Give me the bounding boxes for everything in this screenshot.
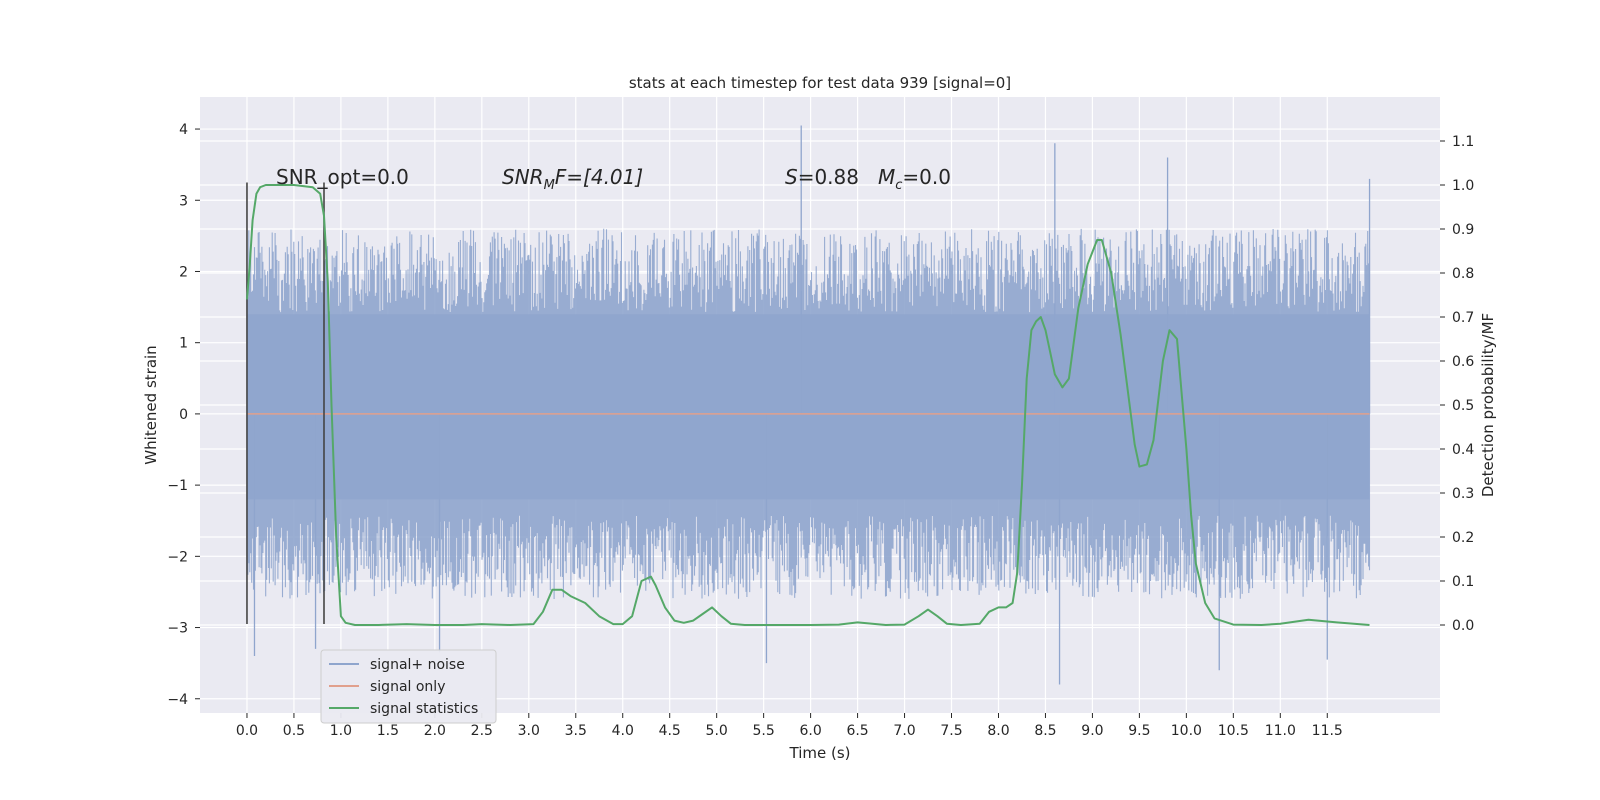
s-value: =0.88 — [798, 165, 859, 189]
y2-tick-label: 1.0 — [1452, 178, 1474, 194]
mc-prefix: M — [878, 165, 895, 189]
s-prefix: S — [785, 165, 798, 189]
y-axis-label: Whitened strain — [142, 345, 160, 464]
annotation-mc: Mc=0.0 — [878, 165, 951, 193]
x-tick-label: 0.0 — [236, 723, 258, 739]
x-tick-label: 0.5 — [283, 723, 305, 739]
y-axis-ticks: 4 3 2 1 0 −1 −2 −3 −4 — [167, 122, 200, 708]
x-axis-label: Time (s) — [789, 744, 851, 762]
annotation-s: S=0.88 — [785, 165, 859, 189]
x-tick-label: 5.0 — [706, 723, 728, 739]
x-tick-label: 9.5 — [1128, 723, 1150, 739]
x-tick-label: 8.0 — [987, 723, 1009, 739]
y-tick-label: 1 — [179, 336, 188, 352]
legend: signal+ noise signal only signal statist… — [320, 649, 497, 724]
signal-statistics-series — [246, 184, 1370, 626]
x-tick-label: 6.0 — [799, 723, 821, 739]
x-tick-label: 11.0 — [1265, 723, 1296, 739]
y2-tick-label: 0.4 — [1452, 442, 1474, 458]
signal-statistics-line — [246, 184, 1370, 626]
y2-tick-label: 0.0 — [1452, 618, 1474, 634]
y-tick-label: 2 — [179, 264, 188, 280]
x-tick-label: 8.5 — [1034, 723, 1056, 739]
y2-tick-label: 0.3 — [1452, 486, 1474, 502]
snr-mf-suffix: F=[4.01] — [555, 165, 643, 189]
x-tick-label: 1.5 — [377, 723, 399, 739]
x-tick-label: 10.0 — [1171, 723, 1202, 739]
y-tick-label: 4 — [179, 122, 188, 138]
annotation-snr-opt: SNR_opt=0.0 — [276, 165, 409, 189]
y2-tick-label: 0.6 — [1452, 354, 1474, 370]
x-tick-label: 2.0 — [424, 723, 446, 739]
y-tick-label: −4 — [167, 692, 188, 708]
y-tick-label: −1 — [167, 478, 188, 494]
legend-box — [320, 649, 497, 724]
x-tick-label: 6.5 — [846, 723, 868, 739]
legend-label-signal-only: signal only — [370, 679, 445, 695]
x-tick-label: 3.0 — [518, 723, 540, 739]
y2-tick-label: 0.2 — [1452, 530, 1474, 546]
mc-subscript: c — [895, 178, 902, 193]
marker-lines — [246, 182, 325, 624]
x-tick-label: 5.5 — [753, 723, 775, 739]
snr-mf-subscript: M — [544, 178, 555, 193]
x-tick-label: 11.5 — [1312, 723, 1343, 739]
y-tick-label: 0 — [179, 407, 188, 423]
x-tick-label: 7.5 — [940, 723, 962, 739]
y2-tick-label: 0.7 — [1452, 310, 1474, 326]
y2-axis-label: Detection probability/MF — [1479, 313, 1497, 497]
x-tick-label: 9.0 — [1081, 723, 1103, 739]
legend-label-signal-statistics: signal statistics — [370, 701, 478, 717]
y2-tick-label: 1.1 — [1452, 134, 1474, 150]
legend-label-signal-noise: signal+ noise — [370, 657, 465, 673]
y2-tick-label: 0.8 — [1452, 266, 1474, 282]
y2-tick-label: 0.1 — [1452, 574, 1474, 590]
y2-tick-label: 0.5 — [1452, 398, 1474, 414]
y2-tick-label: 0.9 — [1452, 222, 1474, 238]
x-tick-label: 4.5 — [659, 723, 681, 739]
x-tick-label: 10.5 — [1218, 723, 1249, 739]
y-tick-label: −3 — [167, 621, 188, 637]
mc-value: =0.0 — [902, 165, 951, 189]
snr-mf-prefix: SNR — [502, 165, 544, 189]
y-tick-label: 3 — [179, 193, 188, 209]
x-tick-label: 2.5 — [471, 723, 493, 739]
annotation-snr-mf: SNRMF=[4.01] — [502, 165, 643, 193]
y-tick-label: −2 — [167, 549, 188, 565]
chart-title: stats at each timestep for test data 939… — [629, 74, 1011, 92]
x-tick-label: 3.5 — [565, 723, 587, 739]
x-tick-label: 1.0 — [330, 723, 352, 739]
y2-axis-ticks: 1.1 1.0 0.9 0.8 0.7 0.6 0.5 0.4 0.3 0.2 0.1 0.0 — [1440, 134, 1474, 634]
x-tick-label: 7.0 — [893, 723, 915, 739]
x-tick-label: 4.0 — [612, 723, 634, 739]
x-axis-ticks: 0.0 0.5 1.0 1.5 2.0 2.5 3.0 3.5 4.0 4.5 5.0 5.5 6.0 6… — [236, 713, 1343, 739]
